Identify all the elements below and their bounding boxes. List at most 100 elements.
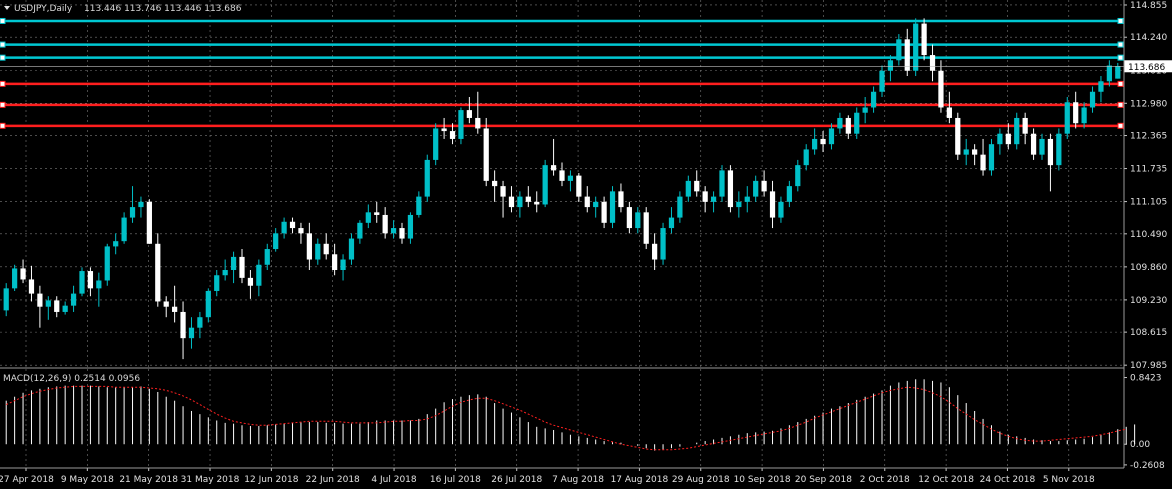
date-tick-label: 9 May 2018: [61, 475, 114, 485]
candle-bear: [534, 201, 540, 205]
candle-bull: [1098, 81, 1104, 92]
candle-bear: [955, 117, 961, 155]
candle-bull: [963, 149, 969, 155]
candle-bull: [129, 207, 136, 218]
candle-bull: [365, 212, 371, 223]
candle-bull: [1056, 133, 1062, 166]
candle-bull: [542, 165, 548, 205]
dropdown-arrow-icon[interactable]: [4, 6, 10, 10]
candle-bull: [795, 165, 801, 187]
candle-bull: [104, 246, 110, 281]
candle-bull: [635, 212, 641, 229]
level-handle-right[interactable]: [1117, 101, 1124, 108]
candle-bull: [197, 317, 203, 328]
candle-bear: [694, 180, 700, 192]
candle-bull: [424, 159, 430, 197]
candle-bull: [736, 201, 742, 208]
candle-bull: [988, 144, 995, 171]
candle-bull: [70, 293, 77, 306]
candle-bear: [298, 228, 304, 234]
level-handle-left[interactable]: [0, 80, 6, 87]
level-handle-right[interactable]: [1117, 122, 1124, 129]
candle-bear: [492, 180, 498, 187]
level-handle-right[interactable]: [1117, 80, 1124, 87]
candle-bull: [609, 191, 616, 223]
level-handle-right[interactable]: [1117, 41, 1124, 48]
date-tick-label: 24 Oct 2018: [980, 475, 1036, 485]
date-tick-label: 12 Jun 2018: [244, 475, 298, 485]
candle-bear: [332, 254, 338, 271]
price-tick-label: 111.105: [1130, 198, 1167, 208]
price-tick-label: 109.230: [1130, 296, 1167, 306]
price-tick-label: 114.855: [1130, 1, 1167, 11]
candle-bear: [946, 107, 952, 118]
candle-bear: [483, 128, 489, 181]
level-handle-left[interactable]: [0, 54, 6, 61]
macd-tick-label: -0.2608: [1130, 461, 1165, 471]
candle-bear: [845, 117, 851, 134]
candle-bull: [1014, 117, 1020, 145]
candle-bear: [323, 243, 329, 255]
candle-bear: [761, 180, 767, 192]
date-tick-label: 27 Apr 2018: [0, 475, 54, 485]
candle-bull: [997, 133, 1003, 145]
date-tick-label: 17 Aug 2018: [611, 475, 669, 485]
candle-bear: [980, 154, 986, 171]
date-tick-label: 7 Aug 2018: [552, 475, 604, 485]
candle-bull: [416, 196, 422, 215]
candle-bull: [896, 39, 902, 61]
candle-bull: [517, 196, 523, 208]
candle-bear: [921, 23, 927, 56]
candle-bear: [441, 128, 447, 132]
level-handle-right[interactable]: [1117, 54, 1124, 61]
candle-bull: [803, 149, 809, 166]
candle-bull: [567, 175, 574, 181]
level-handle-left[interactable]: [0, 41, 6, 48]
candle-bear: [1030, 133, 1037, 155]
candle-bear: [163, 301, 169, 307]
candle-bear: [525, 196, 531, 202]
candle-bear: [20, 268, 26, 280]
candle-bull: [138, 201, 144, 208]
candle-bear: [399, 228, 405, 239]
candle-bull: [913, 23, 919, 71]
candle-bull: [854, 112, 860, 134]
level-handle-left[interactable]: [0, 101, 6, 108]
level-handle-left[interactable]: [0, 122, 6, 129]
candle-bear: [146, 201, 152, 244]
candle-bull: [828, 128, 835, 145]
candle-bear: [702, 191, 708, 202]
candle-bear: [466, 110, 472, 118]
candle-bear: [972, 149, 978, 155]
candle-bull: [677, 196, 683, 218]
candle-bear: [1022, 117, 1028, 134]
candle-bear: [618, 191, 624, 208]
macd-tick-label: 0.8423: [1130, 374, 1162, 384]
candle-bull: [1089, 91, 1096, 108]
candle-bear: [382, 214, 388, 234]
macd-signal-line: [5, 385, 1127, 451]
candle-bear: [576, 175, 582, 197]
candle-bull: [786, 186, 792, 202]
candle-bear: [929, 55, 936, 71]
candle-bull: [744, 196, 750, 202]
level-handle-left[interactable]: [0, 17, 6, 24]
date-tick-label: 4 Jul 2018: [371, 475, 416, 485]
candle-bear: [1005, 133, 1011, 145]
candle-bull: [1064, 102, 1070, 134]
candle-bear: [37, 293, 43, 307]
level-handle-right[interactable]: [1117, 17, 1124, 24]
candle-bull: [433, 128, 439, 160]
candle-bear: [559, 170, 565, 181]
date-tick-label: 16 Jul 2018: [430, 475, 481, 485]
date-tick-label: 26 Jul 2018: [491, 475, 542, 485]
candle-bull: [593, 201, 599, 208]
candle-bear: [626, 207, 632, 229]
date-tick-label: 10 Sep 2018: [734, 475, 791, 485]
candle-bear: [550, 165, 557, 171]
candle-bull: [256, 264, 262, 286]
price-tick-label: 112.980: [1130, 99, 1167, 109]
candle-bear: [28, 279, 35, 294]
